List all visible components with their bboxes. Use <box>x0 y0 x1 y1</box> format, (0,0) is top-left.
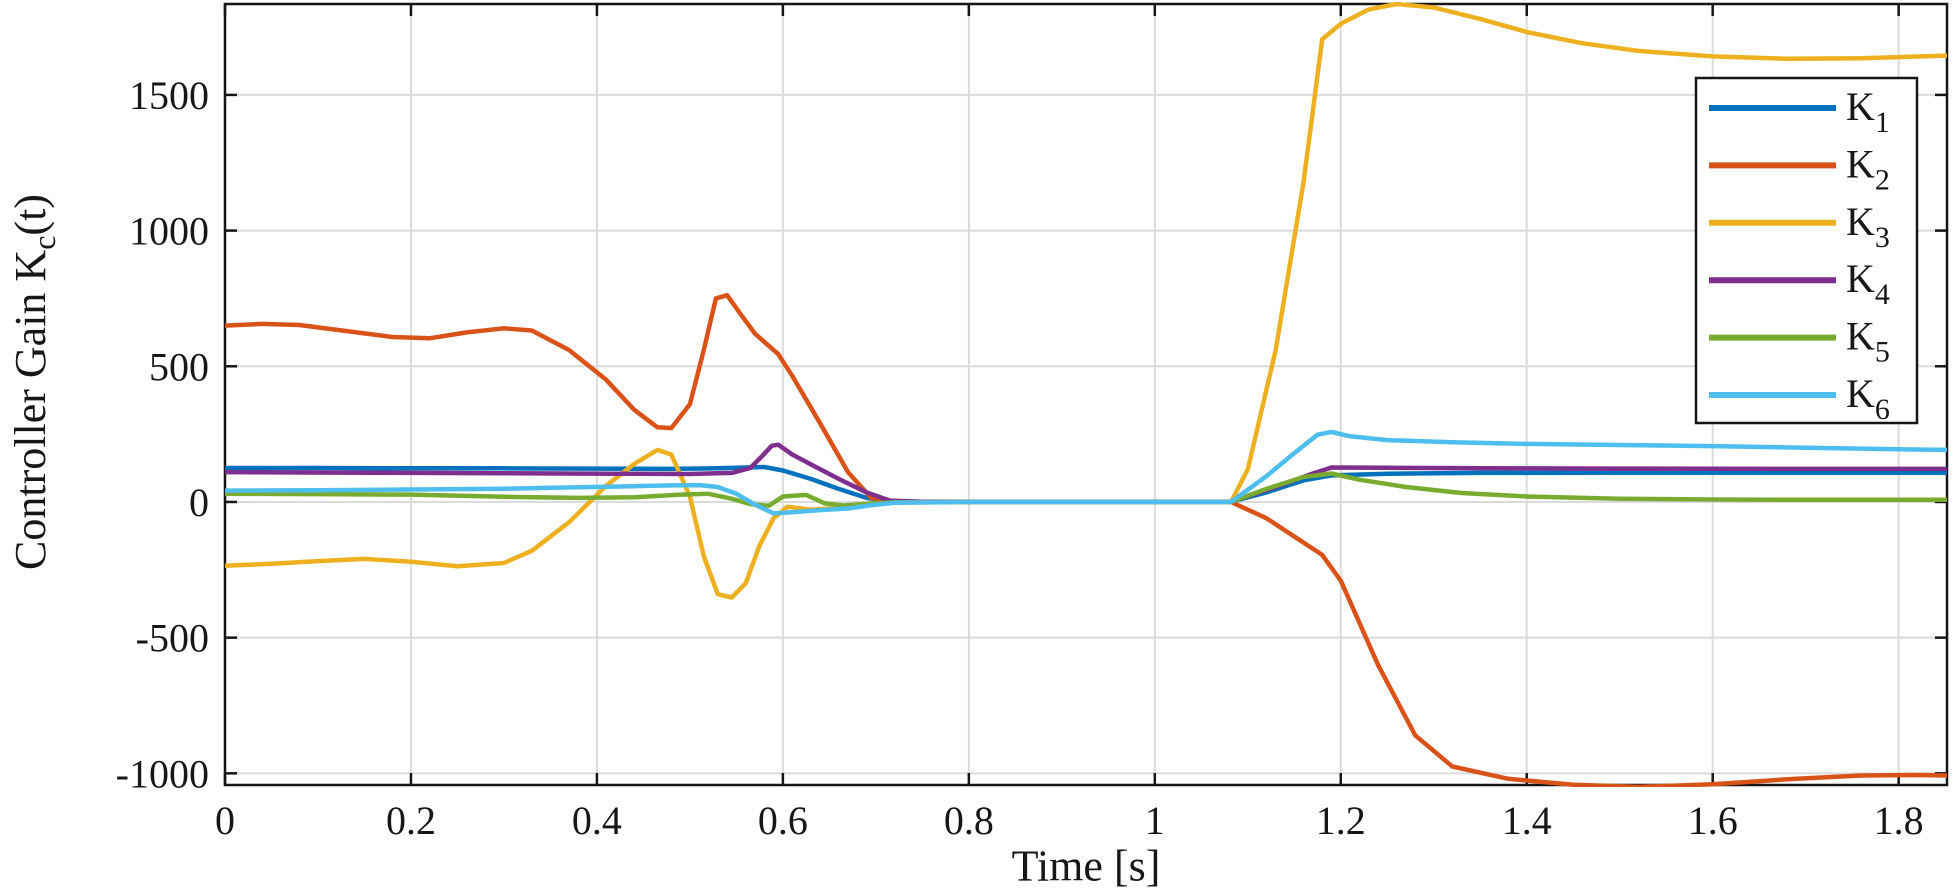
legend-item-K_3: K3 <box>1709 199 1890 254</box>
y-tick-label: -1000 <box>116 751 209 796</box>
series-K_4 <box>225 442 1947 504</box>
series-K_1 <box>225 464 1947 504</box>
x-tick-label: 1 <box>1145 798 1165 843</box>
y-axis-label: Controller Gain Kc(t) <box>5 194 63 570</box>
legend-label-K_1: K1 <box>1846 84 1890 139</box>
y-axis-label-subscript: c <box>26 235 62 250</box>
x-tick-label: 1.8 <box>1874 798 1924 843</box>
legend-item-K_2: K2 <box>1709 141 1890 196</box>
x-tick-label: 0.8 <box>944 798 994 843</box>
series-K_3 <box>225 2 1947 600</box>
series-K_6 <box>225 429 1947 516</box>
legend-item-K_1: K1 <box>1709 84 1890 139</box>
y-tick-label: -500 <box>136 616 209 661</box>
x-tick-label: 1.4 <box>1502 798 1552 843</box>
legend-box <box>1694 76 1919 425</box>
legend-item-K_6: K6 <box>1709 371 1890 426</box>
axes-box <box>223 2 1949 787</box>
y-tick-label: 500 <box>149 344 209 389</box>
x-axis-label: Time [s] <box>1011 841 1161 889</box>
x-tick-label: 0.2 <box>386 798 436 843</box>
y-tick-label: 1500 <box>129 73 209 118</box>
series-K_2 <box>225 292 1947 787</box>
series-group <box>225 2 1947 787</box>
x-tick-label: 0 <box>215 798 235 843</box>
legend-label-K_2: K2 <box>1846 141 1890 196</box>
x-tick-label: 0.6 <box>758 798 808 843</box>
x-tick-label: 1.6 <box>1688 798 1738 843</box>
legend-label-K_4: K4 <box>1846 256 1890 311</box>
legend-label-K_6: K6 <box>1846 371 1890 426</box>
legend-item-K_5: K5 <box>1709 314 1890 369</box>
x-tick-label: 1.2 <box>1316 798 1366 843</box>
y-axis-label-text: Controller Gain K <box>6 249 55 570</box>
y-tick-label: 1000 <box>129 209 209 254</box>
legend-label-K_5: K5 <box>1846 314 1890 369</box>
y-axis-label-suffix: (t) <box>6 194 55 236</box>
legend-item-K_4: K4 <box>1709 256 1890 311</box>
x-tick-label: 0.4 <box>572 798 622 843</box>
legend-label-K_3: K3 <box>1846 199 1890 254</box>
y-tick-label: 0 <box>189 480 209 525</box>
